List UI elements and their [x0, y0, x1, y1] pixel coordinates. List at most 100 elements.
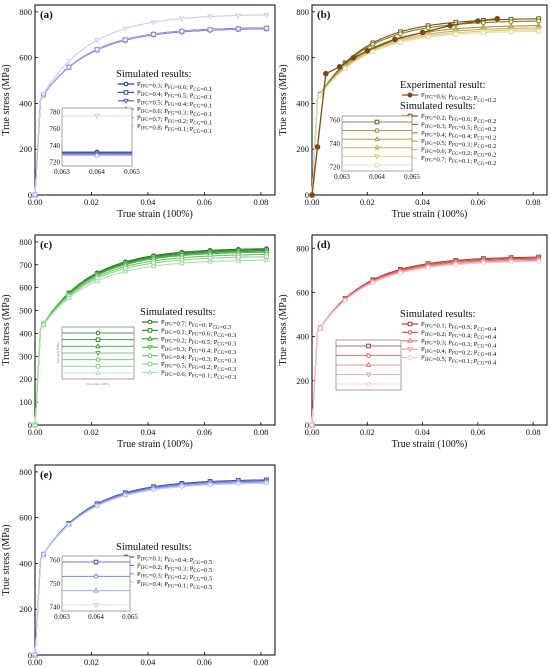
- marker-circle: [123, 81, 129, 87]
- marker-triangle-down: [65, 59, 72, 65]
- series-line: [311, 260, 539, 426]
- y-tick-label: 0: [305, 190, 309, 200]
- y-tick-label: 600: [19, 283, 32, 293]
- marker-triangle-up: [32, 421, 38, 428]
- inset: 0.063 0.064 0.065 720 740 760: [330, 115, 420, 181]
- marker-triangle-up: [178, 259, 185, 266]
- y-tick-label: 600: [19, 513, 32, 523]
- legend: Simulated results:PIFG=0.1; PFG=0.5; PCG…: [400, 309, 497, 366]
- experimental-point: [419, 29, 426, 36]
- x-tick-label: 0.06: [197, 657, 212, 667]
- panel-c: (c) 0.00 0.02 0.04 0.06 0.08 0 100 200 300 400 500 6…: [1, 234, 276, 450]
- panel-d: (d) 0.00 0.02 0.04 0.06 0.08 0 200 400 600 800 True…: [278, 234, 548, 450]
- y-tick-label: 500: [19, 306, 32, 316]
- marker-triangle-down: [93, 603, 99, 609]
- series-line: [34, 259, 267, 426]
- marker-circle: [264, 25, 269, 31]
- y-tick-label: 0: [28, 190, 32, 200]
- panel-b: (b) 0.00 0.02 0.04 0.06 0.08 0 200 400 600 800 True…: [278, 4, 548, 220]
- x-tick-label: 0.06: [470, 197, 485, 207]
- y-axis-label: True stress (MPa): [1, 294, 12, 365]
- y-tick-label: 700: [19, 260, 32, 270]
- x-tick-label: 0.04: [141, 197, 157, 207]
- inset-y-tick-label: 720: [330, 164, 341, 172]
- marker-circle: [342, 298, 348, 303]
- marker-square: [374, 119, 380, 125]
- y-axis-label: True stress (MPa): [278, 64, 289, 135]
- marker-triangle-down: [95, 351, 101, 357]
- experimental-point: [350, 54, 357, 61]
- marker-triangle-up: [263, 256, 270, 263]
- y-tick-label: 200: [296, 376, 309, 386]
- x-tick-label: 0.02: [84, 427, 99, 437]
- legend: Simulated results:PIFG=0.7; PFG=0; PCG=0…: [140, 307, 237, 381]
- marker-square: [366, 343, 371, 349]
- legend-title: Simulated results:: [400, 101, 476, 112]
- marker-circle: [317, 325, 323, 331]
- marker-triangle-up: [235, 257, 242, 263]
- marker-triangle-down: [407, 347, 413, 353]
- marker-triangle-up: [94, 277, 101, 283]
- marker-circle: [370, 280, 376, 286]
- marker-circle: [366, 381, 371, 387]
- inset-y-tick-label: 760: [50, 557, 61, 565]
- marker-triangle-down: [263, 12, 270, 19]
- marker-triangle-down: [235, 13, 242, 19]
- marker-triangle-up: [93, 587, 99, 593]
- y-tick-label: 800: [296, 7, 309, 17]
- y-tick-label: 400: [296, 98, 309, 108]
- x-tick-label: 0.02: [84, 197, 99, 207]
- legend-label: PIFG=0.8; PFG=0.1; PCG=0.1: [137, 123, 212, 135]
- x-tick-label: 0.00: [305, 427, 320, 437]
- marker-triangle-down: [150, 487, 157, 494]
- x-tick-label: 0.00: [305, 197, 320, 207]
- marker-circle: [207, 27, 213, 32]
- series-line: [311, 29, 539, 196]
- plot-frame: [34, 4, 276, 196]
- inset: 0.063 0.064 0.065 720 740 760 780: [50, 107, 140, 176]
- legend-label: PIFG=0.6; PFG=0.3; PCG=0.1: [137, 106, 212, 118]
- inset-frame: [61, 555, 131, 612]
- legend-label: PIFG=0.3; PFG=0.6; PCG=0.1: [137, 81, 212, 93]
- legend-label: PIFG=0.5; PFG=0.1; PCG=0.4: [421, 355, 497, 367]
- marker-square: [370, 49, 376, 55]
- y-tick-label: 600: [19, 53, 32, 63]
- marker-square: [425, 34, 431, 40]
- marker-triangle-up: [374, 136, 380, 142]
- legend-label: PIFG=0.3; PFG=0.3; PCG=0.4: [421, 338, 497, 350]
- legend-label: PIFG=0.5; PFG=0.3; PCG=0.2: [421, 138, 496, 150]
- series-line: [34, 256, 267, 426]
- experimental-point: [336, 64, 343, 70]
- y-tick-label: 200: [19, 144, 32, 154]
- legend-label: PIFG=0.2; PFG=0.3; PCG=0.5: [137, 562, 213, 574]
- marker-star: [373, 144, 381, 151]
- inset-x-tick-label: 0.064: [88, 613, 104, 621]
- marker-triangle-down: [147, 345, 153, 351]
- marker-circle: [94, 47, 100, 52]
- inset-y-tick-label: 760: [330, 117, 341, 125]
- x-tick-label: 0.08: [253, 427, 268, 437]
- y-axis-label: True stress (MPa): [278, 294, 289, 365]
- x-tick-label: 0.02: [84, 657, 99, 667]
- experimental-point: [314, 144, 321, 150]
- marker-square: [317, 92, 323, 98]
- legend-title: Simulated results:: [116, 542, 192, 553]
- inset-x-tick-label: 0.063: [54, 168, 70, 176]
- legend-label: PIFG=0.1; PFG=0.5; PCG=0.4: [421, 321, 497, 333]
- x-tick-label: 0.08: [253, 197, 268, 207]
- marker-triangle-down: [94, 504, 101, 510]
- inset: [335, 339, 402, 391]
- y-tick-label: 0: [28, 650, 32, 660]
- y-tick-label: 400: [19, 98, 32, 108]
- marker-square: [407, 321, 413, 327]
- x-tick-label: 0.02: [360, 427, 375, 437]
- inset-frame: [341, 115, 413, 172]
- marker-triangle-down: [122, 493, 129, 499]
- legend-label: PIFG=0.6; PFG=0.2; PCG=0.2: [421, 92, 496, 104]
- y-tick-label: 200: [19, 374, 32, 384]
- series-line: [34, 253, 267, 426]
- marker-triangle-up: [365, 361, 372, 367]
- marker-square: [398, 39, 403, 45]
- legend-label: PIFG=0.1; PFG=0.6; PCG=0.3: [161, 327, 237, 339]
- marker-triangle-up: [40, 321, 47, 327]
